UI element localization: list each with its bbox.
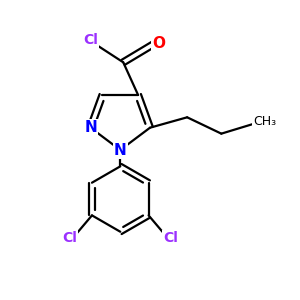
Text: Cl: Cl	[83, 33, 98, 47]
Text: N: N	[114, 142, 127, 158]
Text: CH₃: CH₃	[253, 115, 276, 128]
Text: O: O	[152, 35, 165, 50]
Text: Cl: Cl	[62, 231, 77, 245]
Text: Cl: Cl	[164, 231, 178, 245]
Text: N: N	[84, 120, 97, 135]
